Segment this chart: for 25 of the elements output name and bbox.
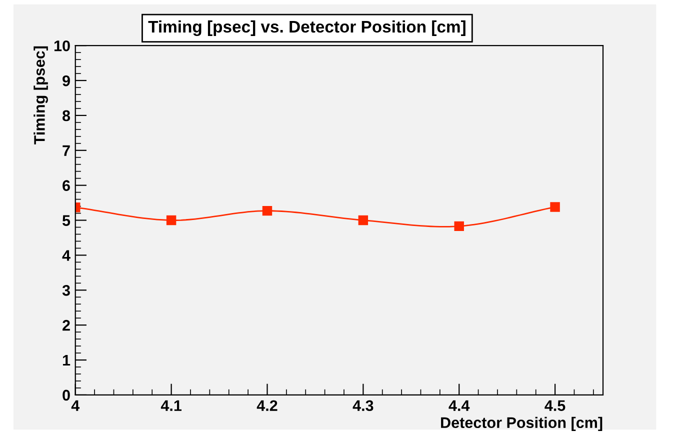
- y-tick-label: 4: [62, 250, 70, 261]
- point: [262, 206, 272, 216]
- y-tick-label: 9: [62, 75, 70, 86]
- y-axis-title: Timing [psec]: [34, 46, 48, 144]
- y-tick-label: 7: [62, 145, 70, 156]
- point: [358, 215, 368, 226]
- y-tick-label: 2: [62, 320, 70, 331]
- y-tick-label: 3: [62, 284, 70, 296]
- y-tick-label: 6: [62, 180, 70, 192]
- y-tick-label: 5: [62, 215, 70, 226]
- point: [166, 215, 176, 226]
- y-tick-label: 0: [62, 390, 70, 401]
- y-tick-label: 10: [54, 40, 70, 52]
- x-tick-label: 4.1: [160, 400, 182, 411]
- x-tick-label: 4: [71, 400, 80, 411]
- x-tick-label: 4.2: [256, 400, 278, 411]
- point: [454, 221, 464, 232]
- y-tick-label: 8: [62, 110, 70, 122]
- x-tick-label: 4.5: [544, 400, 566, 412]
- chart-title: Timing [psec] vs. Detector Position [cm]: [148, 20, 466, 36]
- point: [550, 202, 560, 212]
- x-tick-label: 4.3: [352, 400, 374, 412]
- y-tick-label: 1: [62, 355, 70, 366]
- x-tick-label: 4.4: [448, 400, 470, 411]
- x-axis-title: Detector Position [cm]: [441, 416, 602, 432]
